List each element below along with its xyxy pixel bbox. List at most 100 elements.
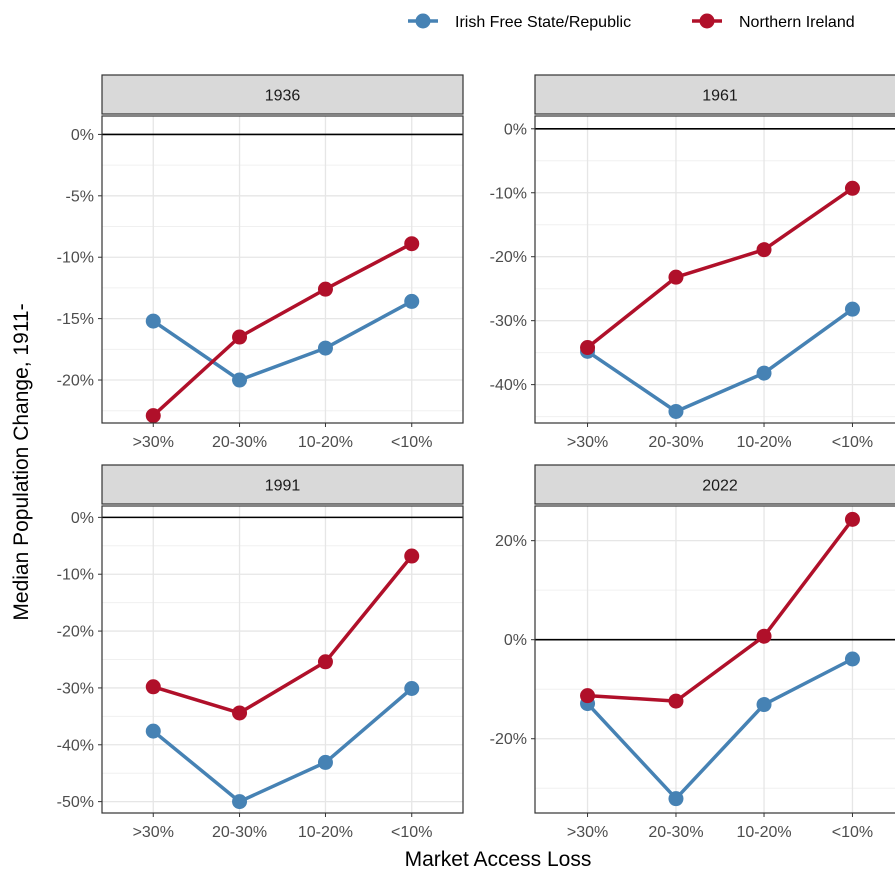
data-point-irish-free-state-republic xyxy=(232,372,248,388)
data-point-irish-free-state-republic xyxy=(668,403,684,419)
series-line-northern-ireland xyxy=(152,554,414,715)
y-tick-label: -15% xyxy=(57,311,94,328)
series-line-northern-ireland xyxy=(152,242,413,417)
data-point-northern-ireland xyxy=(844,511,860,527)
series-line-irish-free-state-republic xyxy=(152,687,413,804)
y-tick-label: -20% xyxy=(57,373,94,390)
panel-strip xyxy=(534,74,895,115)
plot-area xyxy=(102,116,463,423)
x-tick-label: <10% xyxy=(832,824,873,841)
data-point-irish-free-state-republic xyxy=(145,723,161,739)
x-tick-label: 10-20% xyxy=(736,824,791,841)
data-point-northern-ireland xyxy=(232,329,248,345)
panel-border xyxy=(101,505,464,814)
y-tick-label: -50% xyxy=(57,794,94,811)
y-tick-label: -20% xyxy=(57,624,94,641)
data-point-irish-free-state-republic xyxy=(317,754,333,770)
panel-2022: 2022 20% 0% -20% >30% 20-30% 10-20% <10% xyxy=(490,464,895,841)
x-tick-label: >30% xyxy=(133,434,174,451)
panel-strip xyxy=(534,464,895,505)
data-point-northern-ireland xyxy=(404,236,420,252)
y-tick-label: -40% xyxy=(57,737,94,754)
y-axis-title: Median Population Change, 1911- xyxy=(10,303,33,620)
plot-area xyxy=(535,116,895,423)
series-line-irish-free-state-republic xyxy=(152,299,413,382)
data-point-northern-ireland xyxy=(145,679,161,695)
x-tick-label: 20-30% xyxy=(212,824,267,841)
data-point-irish-free-state-republic xyxy=(756,365,772,381)
panel-title: 1991 xyxy=(265,478,301,495)
y-tick-label: -30% xyxy=(57,680,94,697)
panel-border xyxy=(101,115,464,424)
data-point-northern-ireland xyxy=(844,180,860,196)
panel-1961: 1961 0% -10% -20% -30% -40% >30% 20-30% 10-20% <1… xyxy=(490,74,895,451)
x-axis-title: Market Access Loss xyxy=(405,848,592,871)
panel-1991: 1991 0% -10% -20% -30% -40% -50% >30% 20-30% 10-2… xyxy=(57,464,464,841)
data-point-northern-ireland xyxy=(756,242,772,258)
data-point-northern-ireland xyxy=(668,693,684,709)
y-tick-label: -20% xyxy=(490,249,527,266)
data-point-northern-ireland xyxy=(145,408,161,424)
y-tick-label: -10% xyxy=(490,185,527,202)
data-point-northern-ireland xyxy=(317,281,333,297)
x-tick-label: <10% xyxy=(832,434,873,451)
x-tick-label: <10% xyxy=(391,824,432,841)
data-point-northern-ireland xyxy=(580,688,596,704)
data-point-irish-free-state-republic xyxy=(404,293,420,309)
legend: Irish Free State/Republic Northern Irela… xyxy=(408,13,855,31)
data-point-irish-free-state-republic xyxy=(232,794,248,810)
data-point-irish-free-state-republic xyxy=(668,791,684,807)
y-tick-label: -10% xyxy=(57,567,94,584)
legend-key-point-irish xyxy=(415,13,431,29)
data-point-northern-ireland xyxy=(404,548,420,564)
y-tick-label: 0% xyxy=(504,632,527,649)
panel-border xyxy=(534,115,895,424)
data-point-northern-ireland xyxy=(756,628,772,644)
data-point-irish-free-state-republic xyxy=(404,680,420,696)
x-tick-label: 10-20% xyxy=(736,434,791,451)
data-point-irish-free-state-republic xyxy=(844,651,860,667)
x-tick-label: >30% xyxy=(133,824,174,841)
panel-title: 2022 xyxy=(702,478,738,495)
panel-title: 1961 xyxy=(702,88,738,105)
x-tick-label: 20-30% xyxy=(212,434,267,451)
panel-border xyxy=(534,505,895,814)
y-tick-label: 0% xyxy=(71,127,94,144)
y-tick-label: 20% xyxy=(495,533,527,550)
plot-area xyxy=(535,506,895,813)
panel-strip xyxy=(101,74,464,115)
x-tick-label: <10% xyxy=(391,434,432,451)
x-tick-label: >30% xyxy=(567,824,608,841)
x-tick-label: 20-30% xyxy=(648,434,703,451)
data-point-northern-ireland xyxy=(317,654,333,670)
series-line-northern-ireland xyxy=(586,186,854,349)
y-tick-label: -5% xyxy=(66,188,94,205)
y-tick-label: 0% xyxy=(71,510,94,527)
data-point-irish-free-state-republic xyxy=(317,340,333,356)
data-point-irish-free-state-republic xyxy=(844,301,860,317)
y-tick-label: -10% xyxy=(57,250,94,267)
y-tick-label: 0% xyxy=(504,121,527,138)
data-point-northern-ireland xyxy=(668,269,684,285)
panel-title: 1936 xyxy=(265,88,301,105)
panel-1936: 1936 0% -5% -10% -15% -20% >30% 20-30% 10-20% <10… xyxy=(57,74,464,451)
y-tick-label: -30% xyxy=(490,313,527,330)
facet-panels: 1936 0% -5% -10% -15% -20% >30% 20-30% 10-20% <10… xyxy=(57,74,895,841)
panel-strip xyxy=(101,464,464,505)
legend-label-irish: Irish Free State/Republic xyxy=(455,14,631,31)
x-tick-label: 10-20% xyxy=(298,434,353,451)
legend-label-ni: Northern Ireland xyxy=(739,14,855,31)
y-tick-label: -20% xyxy=(490,731,527,748)
data-point-northern-ireland xyxy=(580,340,596,356)
data-point-northern-ireland xyxy=(232,705,248,721)
series-line-irish-free-state-republic xyxy=(586,307,854,414)
y-tick-label: -40% xyxy=(490,377,527,394)
x-tick-label: 20-30% xyxy=(648,824,703,841)
data-point-irish-free-state-republic xyxy=(145,313,161,329)
legend-key-point-ni xyxy=(699,13,715,29)
series-line-irish-free-state-republic xyxy=(586,657,854,801)
series-line-northern-ireland xyxy=(587,518,854,703)
data-point-irish-free-state-republic xyxy=(756,697,772,713)
x-tick-label: >30% xyxy=(567,434,608,451)
